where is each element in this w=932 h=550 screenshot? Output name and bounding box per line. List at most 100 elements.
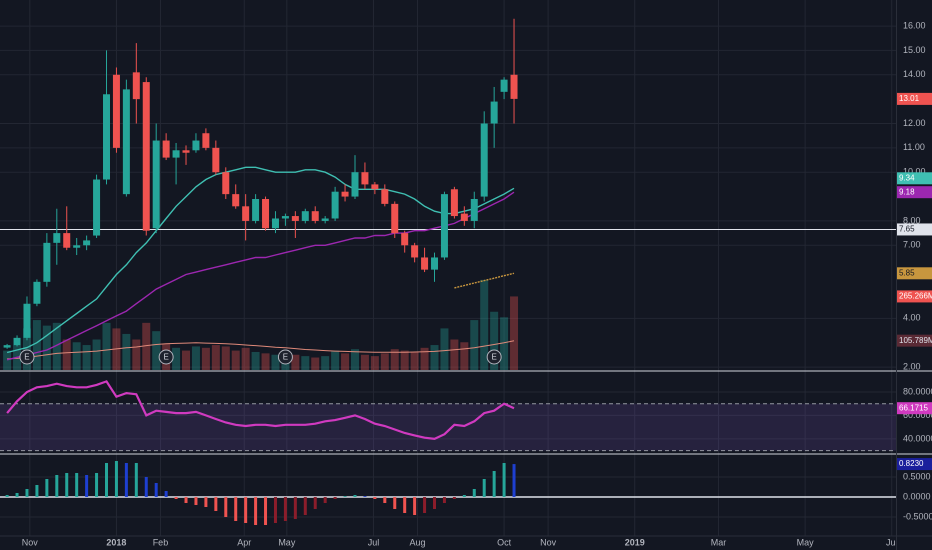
volume-bar [291, 354, 300, 370]
candle-body [252, 199, 260, 221]
y-tick-label: 2.00 [903, 361, 921, 371]
histogram-bar [313, 497, 317, 509]
volume-bar [350, 349, 359, 370]
candle-body [440, 194, 448, 258]
y-tick-label: 0.5000 [903, 471, 931, 481]
volume-bar [201, 347, 210, 370]
price-tag-label: 5.85 [899, 268, 915, 277]
volume-bar [142, 322, 151, 370]
x-tick-label: May [797, 537, 815, 547]
histogram-bar [502, 463, 506, 497]
candle-body [490, 101, 498, 124]
histogram-bar [194, 497, 198, 505]
histogram-bar [144, 477, 148, 497]
candle-body [341, 191, 349, 197]
histogram-bar [234, 497, 238, 521]
earnings-marker [19, 349, 35, 365]
x-tick-label: Nov [540, 537, 557, 547]
histogram-bar [45, 479, 49, 497]
candle-body [271, 218, 279, 229]
y-tick-label: 10.00 [903, 167, 926, 177]
earnings-label: E [163, 353, 168, 362]
x-tick-label: 2019 [625, 537, 645, 547]
volume-bar [311, 357, 320, 370]
x-tick-label: Feb [153, 537, 169, 547]
candle-body [202, 133, 210, 148]
histogram-bar [373, 497, 377, 499]
histogram-bar [15, 493, 19, 497]
candle-body [162, 140, 170, 158]
candle-body [172, 150, 180, 158]
price-tag [897, 223, 932, 236]
price-tag [897, 458, 932, 471]
candle-body [23, 303, 31, 338]
x-tick-label: Oct [497, 537, 512, 547]
y-tick-label: 0.0000 [903, 491, 931, 501]
y-tick-label: 40.0000 [903, 433, 932, 443]
volume-bar [410, 351, 419, 370]
volume-bar [172, 347, 181, 370]
volume-bar [221, 346, 230, 370]
price-tag-label: 105.789M [899, 336, 932, 345]
earnings-label: E [24, 353, 29, 362]
candle-body [132, 72, 140, 100]
x-tick-label: Aug [409, 537, 425, 547]
histogram-bar [214, 497, 218, 511]
histogram-bar [204, 497, 208, 507]
histogram-bar [442, 497, 446, 503]
rsi-band [0, 403, 896, 451]
candle-body [3, 345, 11, 348]
histogram-bar [343, 496, 347, 497]
moving-average [454, 272, 515, 289]
histogram-bar [124, 463, 128, 497]
candle-body [470, 199, 478, 221]
candle-body [112, 74, 120, 148]
candle-body [421, 257, 429, 270]
candle-body [232, 194, 240, 207]
candle-body [152, 140, 160, 229]
histogram-bar [403, 497, 407, 513]
price-tag-label: 7.65 [899, 225, 915, 234]
histogram-bar [383, 497, 387, 503]
y-tick-label: 16.00 [903, 20, 926, 30]
candle-body [13, 337, 21, 346]
candle-body [311, 211, 319, 221]
histogram-bar [482, 479, 486, 497]
volume-bar [42, 325, 51, 370]
volume-ma-line [7, 340, 515, 360]
volume-bar [72, 342, 81, 370]
volume-bar [102, 322, 111, 370]
candle-body [480, 123, 488, 197]
y-tick-label: -0.5000 [903, 511, 932, 521]
candle-body [371, 184, 379, 190]
price-tag [897, 334, 932, 347]
volume-bar [420, 347, 429, 370]
volume-bar [430, 345, 439, 370]
histogram-bar [273, 497, 277, 523]
x-tick-label: 2018 [106, 537, 126, 547]
price-tag [897, 92, 932, 105]
y-tick-label: 8.00 [903, 215, 921, 225]
volume-bar [470, 320, 479, 370]
x-tick-label: Jul [886, 537, 898, 547]
candle-body [401, 233, 409, 246]
earnings-label: E [283, 353, 288, 362]
price-tag-label: 66.1715 [899, 403, 928, 412]
histogram-bar [134, 463, 138, 497]
axis-layer: Nov 2018 Feb Apr May Jul Aug Oct Nov 2019 Mar May Ju… [22, 20, 932, 547]
candle-body [460, 213, 468, 221]
candle-body [182, 150, 190, 153]
histogram-bar [413, 497, 417, 515]
candle-body [222, 172, 230, 195]
candle-body [33, 281, 41, 304]
volume-bar [500, 317, 509, 370]
histogram-bar [423, 497, 427, 513]
histogram-bar [224, 497, 228, 517]
volume-bar [122, 333, 131, 370]
volume-bar [152, 331, 161, 370]
volume-bar [211, 345, 220, 370]
histogram-bar [65, 473, 69, 497]
volume-bar [390, 349, 399, 370]
y-tick-label: 15.00 [903, 45, 926, 55]
